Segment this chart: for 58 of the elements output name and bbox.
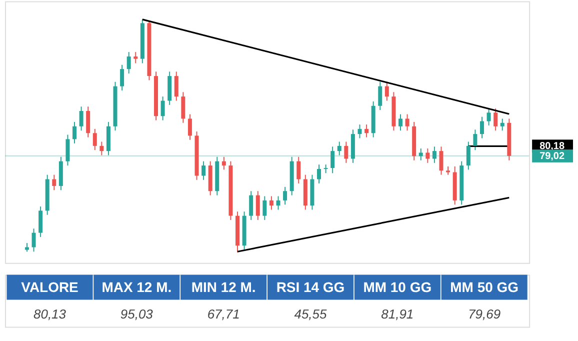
candlestick bbox=[202, 160, 206, 180]
candlestick bbox=[38, 206, 43, 238]
candlestick bbox=[466, 141, 470, 170]
candlestick bbox=[72, 121, 76, 144]
candlestick bbox=[426, 148, 430, 164]
candlestick bbox=[296, 156, 301, 184]
candlestick bbox=[181, 92, 186, 124]
text: 81,91 bbox=[381, 306, 414, 322]
candlestick bbox=[249, 190, 254, 220]
text: 80,13 bbox=[34, 306, 66, 322]
candlestick bbox=[256, 190, 260, 220]
candlestick bbox=[358, 124, 362, 139]
candlestick bbox=[344, 141, 348, 164]
text: 67,71 bbox=[207, 306, 240, 322]
text: 79,02 bbox=[540, 150, 565, 162]
candlestick bbox=[500, 118, 504, 132]
candlestick bbox=[364, 124, 369, 138]
candlestick bbox=[494, 108, 498, 132]
category-label: MAX 12 M. bbox=[102, 278, 172, 295]
candlestick bbox=[316, 164, 321, 184]
category-label: MM 50 GG bbox=[450, 278, 518, 295]
candlestick bbox=[269, 196, 274, 210]
candlestick bbox=[262, 196, 267, 220]
candlestick bbox=[337, 141, 342, 156]
candlestick bbox=[126, 52, 131, 74]
candlestick bbox=[398, 114, 402, 132]
candlestick bbox=[480, 116, 484, 139]
text: 80,18 bbox=[540, 141, 565, 152]
candlestick bbox=[66, 134, 70, 166]
candlestick bbox=[92, 128, 97, 151]
candlestick bbox=[79, 106, 84, 132]
candlestick bbox=[418, 148, 423, 161]
candlestick bbox=[283, 186, 288, 206]
category-label: MIN 12 M. bbox=[191, 278, 256, 295]
candlestick bbox=[473, 129, 478, 151]
category-label: RSI 14 GG bbox=[276, 278, 345, 295]
text: 79,69 bbox=[468, 306, 501, 322]
candlestick bbox=[160, 96, 165, 121]
candlestick bbox=[378, 81, 382, 111]
candlestick bbox=[222, 156, 226, 170]
text: 45,55 bbox=[294, 306, 327, 322]
candlestick bbox=[86, 106, 90, 138]
candlestick bbox=[432, 146, 436, 164]
candlestick bbox=[52, 174, 56, 191]
candlestick bbox=[405, 114, 410, 132]
candlestick bbox=[486, 108, 491, 126]
candlestick bbox=[188, 114, 192, 140]
candlestick bbox=[120, 64, 124, 91]
candlestick bbox=[384, 81, 389, 102]
candlestick bbox=[100, 141, 104, 156]
candlestick bbox=[330, 146, 335, 174]
candlestick bbox=[134, 52, 138, 64]
candlestick bbox=[174, 71, 178, 102]
category-label: VALORE bbox=[21, 278, 78, 295]
text: 95,03 bbox=[120, 306, 153, 322]
category-label: MM 10 GG bbox=[363, 278, 432, 295]
candlestick bbox=[276, 196, 280, 210]
candlestick bbox=[439, 146, 444, 176]
